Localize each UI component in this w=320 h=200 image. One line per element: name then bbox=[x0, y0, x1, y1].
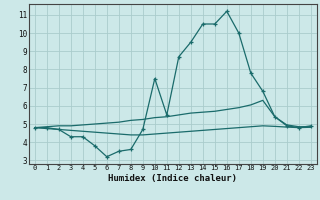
X-axis label: Humidex (Indice chaleur): Humidex (Indice chaleur) bbox=[108, 174, 237, 183]
